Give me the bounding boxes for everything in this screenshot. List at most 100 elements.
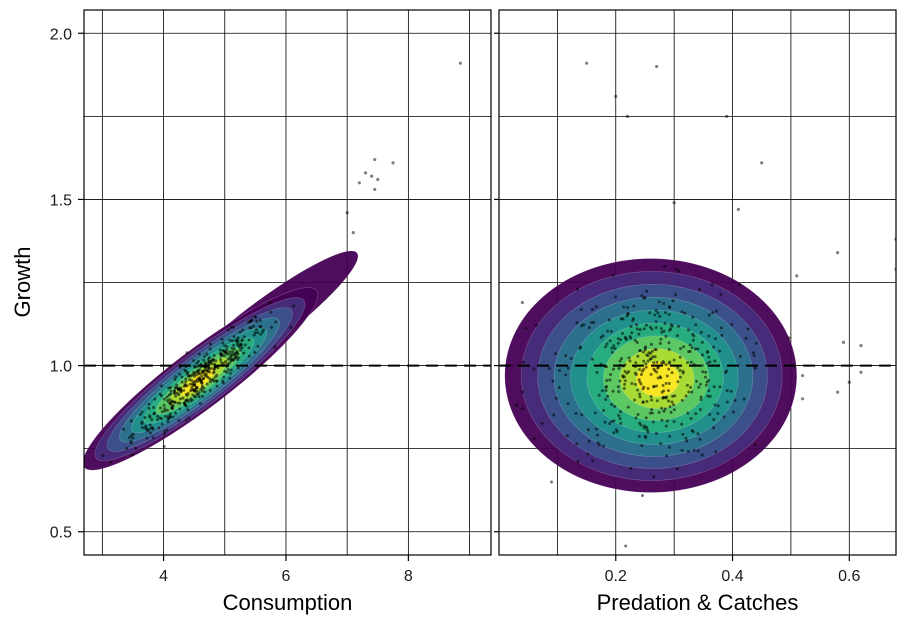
data-point (649, 342, 653, 346)
data-point (737, 283, 741, 287)
data-point (148, 431, 152, 435)
data-point (600, 389, 604, 393)
data-point (639, 423, 643, 427)
data-point (558, 368, 562, 372)
data-points (514, 61, 896, 548)
data-point (177, 393, 181, 397)
data-point (712, 385, 716, 389)
data-point (220, 337, 224, 341)
data-point (629, 466, 633, 470)
outlier-point (532, 437, 536, 441)
data-point (158, 406, 162, 410)
data-point (190, 398, 194, 402)
data-point (215, 373, 219, 377)
data-point (675, 267, 679, 271)
data-point (101, 453, 105, 457)
data-point (611, 367, 615, 371)
data-point (612, 431, 616, 435)
data-point (624, 544, 628, 548)
outlier-point (800, 397, 805, 401)
outlier-point (795, 274, 799, 278)
data-point (638, 368, 642, 372)
data-point (145, 436, 149, 440)
outlier-point (370, 174, 374, 178)
outlier-point (760, 161, 764, 165)
outlier-point (836, 250, 840, 255)
data-point (159, 394, 163, 398)
data-point (166, 415, 170, 419)
data-point (754, 341, 758, 345)
data-point (699, 398, 703, 402)
data-point (173, 377, 177, 381)
data-point (195, 362, 199, 366)
data-point (649, 372, 653, 376)
data-point (167, 386, 171, 390)
data-point (593, 411, 597, 415)
data-point (645, 353, 649, 357)
data-point (640, 493, 644, 497)
data-point (662, 409, 666, 413)
data-point (604, 385, 608, 389)
data-point (165, 399, 169, 403)
data-point (163, 430, 167, 434)
data-point (668, 405, 672, 409)
outlier-point (836, 390, 840, 394)
data-point (605, 379, 609, 383)
data-point (226, 368, 230, 372)
data-point (733, 398, 737, 402)
data-point (660, 406, 664, 410)
x-axis-ticks: 4 6 8 (159, 555, 413, 585)
data-point (174, 375, 178, 379)
data-point (238, 330, 242, 334)
data-point (654, 326, 658, 330)
data-point (127, 435, 131, 439)
data-point (633, 338, 637, 342)
data-point (633, 398, 637, 402)
data-point (140, 426, 144, 430)
data-point (731, 410, 735, 414)
data-point (152, 405, 156, 409)
data-point (665, 454, 669, 458)
data-point (626, 306, 630, 310)
data-point (173, 386, 177, 390)
data-point (196, 370, 200, 374)
data-point (630, 331, 634, 335)
data-point (617, 367, 621, 371)
data-point (706, 394, 710, 398)
data-point (569, 357, 573, 361)
data-point (664, 363, 668, 367)
data-point (591, 459, 595, 463)
data-point (131, 436, 135, 440)
data-point (628, 335, 632, 339)
data-point (677, 269, 681, 273)
data-point (214, 379, 218, 383)
data-point (725, 369, 729, 373)
data-point (156, 418, 160, 422)
data-point (663, 321, 667, 325)
data-point (203, 354, 207, 358)
data-point (631, 319, 635, 323)
panel-border (83, 9, 492, 556)
data-point (236, 352, 240, 356)
data-point (683, 311, 687, 315)
data-point (680, 422, 684, 426)
data-point (719, 293, 723, 297)
data-point (247, 338, 251, 342)
data-point (187, 416, 191, 420)
data-point (223, 369, 227, 373)
data-point (171, 404, 175, 408)
data-point (625, 314, 629, 318)
data-point (648, 311, 652, 315)
outlier-point (373, 187, 377, 192)
data-point (171, 415, 175, 419)
data-point (606, 329, 610, 333)
data-point (626, 405, 630, 409)
data-point (550, 480, 554, 484)
data-point (201, 369, 205, 373)
data-point (168, 401, 172, 405)
outlier-point (859, 344, 863, 348)
data-point (645, 399, 649, 403)
data-point (707, 313, 711, 317)
data-point (627, 370, 631, 374)
panel-border (498, 9, 897, 556)
